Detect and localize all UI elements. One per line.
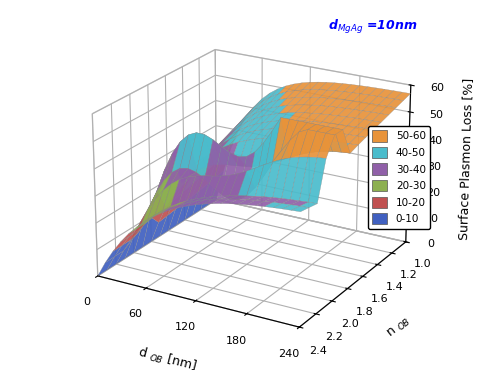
Legend: 50-60, 40-50, 30-40, 20-30, 10-20, 0-10: 50-60, 40-50, 30-40, 20-30, 10-20, 0-10 <box>368 126 430 229</box>
Y-axis label: n $_{OB}$: n $_{OB}$ <box>385 314 414 341</box>
Text: d$_{MgAg}$ =10nm: d$_{MgAg}$ =10nm <box>328 18 418 36</box>
X-axis label: d $_{OB}$ [nm]: d $_{OB}$ [nm] <box>136 344 198 370</box>
